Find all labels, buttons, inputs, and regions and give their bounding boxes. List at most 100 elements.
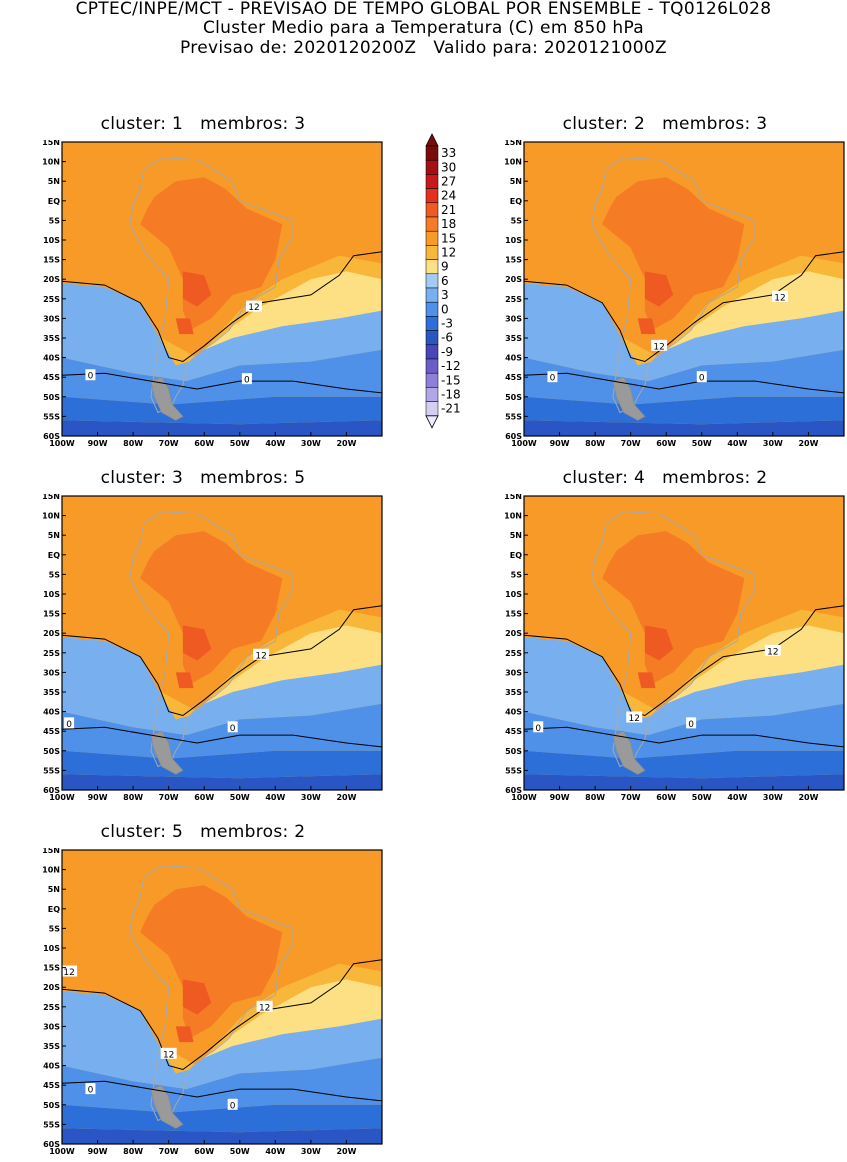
colorbar-swatch (425, 216, 439, 232)
lat-label: EQ (510, 551, 522, 560)
colorbar-swatch (425, 358, 439, 374)
contour-12 (61, 251, 383, 363)
contour-label-bg (764, 644, 781, 656)
band-18-21 (140, 177, 283, 331)
lat-label: 60S (43, 432, 60, 441)
lat-label: 45S (43, 1081, 60, 1090)
contour-label: 12 (63, 968, 74, 978)
plot-frame (523, 141, 845, 437)
colorbar-swatch (425, 287, 439, 303)
colorbar-arrow-top (425, 133, 439, 147)
contour-label: 0 (230, 1101, 236, 1111)
band-21-24 (644, 271, 674, 307)
colorbar-label: 3 (441, 288, 449, 302)
lat-label: 10S (43, 236, 60, 245)
patagonia-islands (150, 730, 184, 775)
lon-label: 40W (265, 439, 285, 448)
band-21-24 (637, 672, 656, 689)
map-figure: 12 0 0 15N 10N 5N EQ 5S 10S 15S 20S 25S 30S 35S 40S 45S… (42, 138, 383, 448)
panel-title: cluster: 5 membros: 2 (100, 822, 306, 842)
map-figure: 12 12 0 0 15N 10N 5N EQ 5S 10S 15S 20S 25S 30S 35S 40S 4… (504, 138, 845, 448)
lat-label: 5S (49, 924, 61, 933)
lon-label: 20W (336, 1147, 356, 1156)
lat-label: 15S (43, 964, 60, 973)
band-9-12 (204, 271, 382, 350)
lon-label: 70W (159, 439, 179, 448)
lon-label: 50W (230, 1147, 250, 1156)
lat-label: 5S (49, 216, 61, 225)
band-18-21 (140, 531, 283, 685)
contour-label: 0 (66, 720, 72, 730)
band-neg3-0 (62, 396, 382, 425)
contour-label: 0 (244, 376, 250, 386)
map-field (523, 496, 845, 790)
band-neg3-0 (62, 750, 382, 779)
lat-label: 20S (43, 629, 60, 638)
contour-label-bg (61, 965, 78, 977)
colorbar-label: 27 (441, 175, 456, 189)
band-21-24 (182, 625, 212, 661)
lat-label: 15S (505, 256, 522, 265)
plot-frame (61, 849, 383, 1145)
lat-label: 30S (43, 668, 60, 677)
contour-label-bg (64, 717, 75, 729)
contour-12 (523, 605, 845, 717)
contour-label-bg (85, 1083, 96, 1095)
lat-label: 60S (43, 786, 60, 795)
coastline-south-america (129, 511, 294, 768)
lat-label: 25S (43, 1003, 60, 1012)
contour-12 (61, 605, 383, 717)
header-line-1: CPTEC/INPE/MCT - PREVISAO DE TEMPO GLOBA… (75, 0, 772, 19)
lat-label: 30S (505, 314, 522, 323)
lon-label: 40W (727, 439, 747, 448)
lat-label: 45S (505, 727, 522, 736)
contour-label: 0 (88, 1086, 94, 1096)
coastline-south-america (591, 157, 756, 414)
lat-label: 10S (505, 590, 522, 599)
lat-label: 5N (48, 177, 60, 186)
lat-label: 5N (510, 531, 522, 540)
colorbar-swatch (425, 344, 439, 360)
coastline-south-america (591, 511, 756, 768)
lon-label: 20W (798, 793, 818, 802)
header-line-3: Previsao de: 2020120200Z Valido para: 20… (180, 38, 667, 58)
lon-label: 100W (49, 793, 75, 802)
band-0-3 (62, 1057, 382, 1113)
band-9-12 (204, 979, 382, 1058)
lon-label: 90W (88, 1147, 108, 1156)
lat-label: 45S (505, 373, 522, 382)
contour-label-bg (686, 717, 697, 729)
colorbar-label: 30 (441, 160, 456, 174)
colorbar-swatch (425, 145, 439, 161)
colorbar-label: 0 (441, 302, 449, 316)
map-panel-cluster-4: cluster: 4 membros: 2 12 12 0 0 15N 10N 5N EQ 5S… (484, 468, 846, 804)
contour-label: 12 (248, 303, 259, 313)
colorbar-label: -12 (441, 359, 461, 373)
contour-label-bg (241, 373, 252, 385)
colorbar-swatch (425, 230, 439, 246)
map-figure: 12 0 0 15N 10N 5N EQ 5S 10S 15S 20S 25S 30S 35S 40S 45S… (42, 492, 383, 802)
lon-label: 80W (123, 439, 143, 448)
contour-0 (61, 372, 383, 394)
panel-title: cluster: 3 membros: 5 (100, 468, 306, 488)
contour-label: 12 (259, 1003, 270, 1013)
lon-label: 20W (798, 439, 818, 448)
band-9-12 (204, 625, 382, 704)
contour-label-bg (253, 648, 270, 660)
colorbar-swatch (425, 159, 439, 175)
colorbar-arrow-bottom (425, 415, 439, 429)
lat-label: 55S (43, 412, 60, 421)
lon-label: 30W (763, 439, 783, 448)
lon-label: 40W (727, 793, 747, 802)
panel-title: cluster: 1 membros: 3 (100, 114, 306, 134)
lat-label: 55S (505, 412, 522, 421)
lat-label: 15N (42, 848, 60, 855)
colorbar-swatch (425, 301, 439, 317)
lon-label: 60W (194, 439, 214, 448)
lat-label: 20S (505, 629, 522, 638)
lat-label: 40S (43, 354, 60, 363)
contour-label: 0 (550, 374, 556, 384)
colorbar-swatch (425, 387, 439, 402)
band-21-24 (175, 318, 194, 335)
